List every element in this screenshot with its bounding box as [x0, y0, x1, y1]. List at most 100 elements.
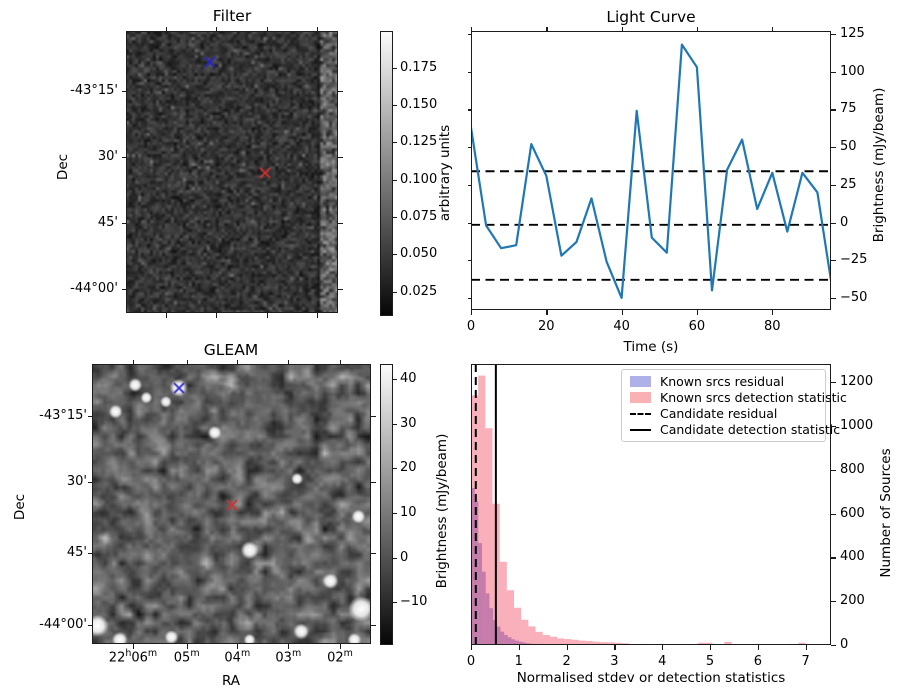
- tick-label: 0: [840, 637, 849, 653]
- tick-label: 30': [66, 474, 87, 490]
- tick-mark: [518, 645, 520, 650]
- histogram-legend: Known srcs residual Known srcs detection…: [621, 369, 847, 442]
- tick-mark: [772, 26, 774, 31]
- tick-label: 400: [840, 549, 865, 565]
- tick-mark: [87, 553, 92, 555]
- tick-label: -43°15': [39, 408, 87, 424]
- tick-mark: [393, 105, 397, 107]
- tick-label: 50: [840, 139, 857, 155]
- tick-mark: [546, 310, 548, 315]
- tick-mark: [121, 157, 126, 159]
- tick-mark: [186, 644, 188, 649]
- tick-mark: [87, 482, 92, 484]
- tick-mark: [393, 142, 397, 144]
- light-curve-plot: [471, 43, 831, 299]
- light-curve-ylabel: Brightness (mJy/beam): [871, 87, 887, 243]
- tick-label: 02m: [327, 648, 353, 666]
- tick-mark: [471, 645, 473, 650]
- tick-label: 22h06m: [108, 648, 158, 666]
- tick-mark: [467, 147, 471, 149]
- tick-mark: [121, 223, 126, 225]
- tick-mark: [317, 26, 319, 31]
- tick-label: 45': [66, 545, 87, 561]
- light-curve-xlabel: Time (s): [623, 339, 679, 355]
- tick-mark: [338, 157, 343, 159]
- tick-mark: [467, 222, 471, 224]
- filter-title: Filter: [212, 7, 252, 25]
- legend-label: Candidate residual: [660, 406, 778, 421]
- tick-mark: [166, 313, 168, 318]
- tick-label: 0.175: [400, 59, 438, 75]
- tick-mark: [121, 289, 126, 291]
- tick-mark: [471, 310, 473, 315]
- tick-mark: [696, 310, 699, 315]
- tick-mark: [393, 67, 397, 69]
- tick-label: 80: [763, 319, 781, 335]
- tick-mark: [772, 310, 774, 315]
- tick-mark: [393, 513, 397, 515]
- tick-mark: [87, 416, 92, 418]
- tick-label: 05m: [173, 648, 200, 666]
- tick-label: 40: [400, 371, 417, 387]
- legend-item-known-detstat: Known srcs detection statistic: [630, 390, 847, 405]
- gleam-colorbar-label: Brightness (mJy/beam): [434, 433, 450, 589]
- tick-mark: [831, 34, 836, 36]
- legend-item-candidate-residual: Candidate residual: [630, 406, 817, 421]
- tick-label: 30: [400, 415, 417, 431]
- gleam-ylabel: Dec: [12, 493, 28, 521]
- tick-label: 75: [840, 101, 857, 117]
- pink-patch-icon: [630, 392, 651, 403]
- tick-mark: [338, 223, 343, 225]
- tick-mark: [338, 289, 343, 291]
- tick-mark: [546, 26, 548, 31]
- tick-label: 0.075: [400, 209, 438, 225]
- tick-label: 0: [840, 214, 849, 230]
- tick-label: 4: [658, 654, 667, 670]
- tick-mark: [371, 482, 376, 484]
- tick-label: 03m: [275, 648, 302, 666]
- tick-mark: [393, 468, 397, 470]
- gleam-image: [92, 364, 371, 644]
- tick-mark: [267, 26, 269, 31]
- tick-mark: [696, 26, 699, 31]
- tick-mark: [662, 645, 664, 650]
- tick-mark: [467, 34, 471, 36]
- tick-mark: [393, 602, 397, 604]
- tick-mark: [393, 557, 397, 559]
- tick-mark: [338, 91, 343, 93]
- histogram-ylabel: Number of Sources: [878, 448, 894, 578]
- tick-label: 20: [400, 460, 417, 476]
- tick-mark: [831, 382, 836, 384]
- tick-mark: [166, 26, 168, 31]
- tick-mark: [393, 254, 397, 256]
- tick-label: 20: [538, 319, 555, 335]
- tick-label: 7: [801, 654, 810, 670]
- tick-mark: [393, 179, 397, 181]
- tick-label: −25: [840, 252, 868, 268]
- histogram-xlabel: Normalised stdev or detection statistics: [516, 670, 786, 686]
- tick-mark: [237, 359, 239, 364]
- tick-label: -44°00': [70, 281, 118, 297]
- tick-mark: [831, 222, 836, 224]
- solid-line-icon: [630, 428, 651, 431]
- tick-mark: [393, 291, 397, 293]
- legend-label: Known srcs residual: [660, 374, 785, 389]
- tick-label: 1200: [840, 374, 874, 390]
- legend-label: Candidate detection statistic: [660, 422, 841, 437]
- tick-mark: [831, 71, 836, 73]
- tick-label: -43°15': [70, 83, 118, 99]
- tick-mark: [831, 601, 836, 603]
- tick-label: 0.150: [400, 97, 438, 113]
- tick-mark: [371, 416, 376, 418]
- tick-mark: [831, 184, 836, 186]
- tick-mark: [87, 625, 92, 627]
- tick-mark: [133, 644, 135, 649]
- tick-mark: [288, 644, 290, 649]
- tick-mark: [831, 147, 836, 149]
- tick-label: 25: [840, 176, 857, 192]
- tick-mark: [831, 513, 836, 515]
- filter-image: [126, 31, 338, 313]
- tick-label: 0.025: [400, 283, 438, 299]
- tick-mark: [831, 469, 836, 471]
